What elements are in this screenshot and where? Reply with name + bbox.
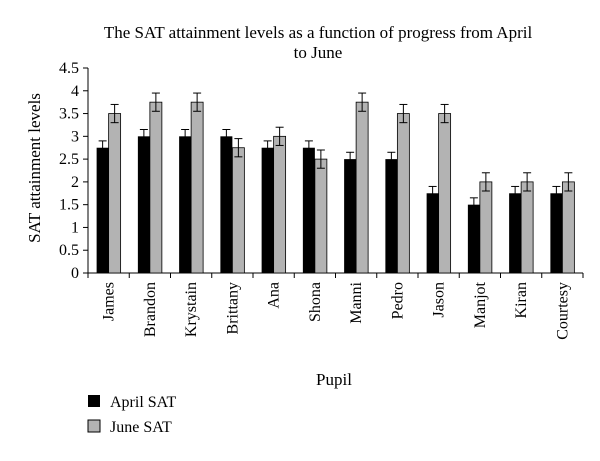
legend-swatch-april-sat: [88, 395, 100, 407]
legend: April SAT June SAT: [87, 394, 176, 436]
error-bar: [481, 172, 490, 192]
bar-0-brittany: [220, 136, 233, 273]
y-tick-label: 2: [71, 174, 79, 191]
bar-0-ana: [261, 147, 274, 273]
x-axis-label: Pupil: [316, 370, 352, 389]
error-bar: [552, 185, 561, 201]
bar-1-james: [108, 113, 122, 274]
y-tick-label: 4: [71, 83, 79, 100]
bar-1-kiran: [520, 181, 534, 274]
error-bar: [440, 103, 449, 124]
category-label: Pedro: [389, 282, 406, 319]
bar-0-manjot: [467, 204, 480, 273]
bars-group: [96, 101, 575, 274]
y-tick-label: 3.5: [59, 106, 79, 123]
bar-0-krystain: [179, 136, 192, 273]
bar-1-manjot: [479, 181, 493, 274]
bar-0-manni: [344, 159, 357, 273]
bar-1-krystain: [190, 101, 204, 274]
y-tick-label: 0: [71, 265, 79, 282]
legend-label-june-sat: June SAT: [110, 419, 172, 436]
bar-0-jason: [426, 193, 439, 273]
error-bar: [275, 126, 284, 146]
y-tick-label: 0.5: [59, 242, 79, 259]
bar-1-brandon: [149, 101, 163, 274]
bar-1-brittany: [231, 147, 245, 274]
legend-label-april-sat: April SAT: [110, 394, 176, 411]
error-bar: [316, 149, 325, 169]
error-bar: [304, 140, 313, 156]
error-bar: [151, 92, 160, 112]
category-label: Brittany: [224, 282, 241, 334]
y-axis: 0 0.5 1 1.5 2 2.5 3 3.5 4 4.5: [59, 60, 89, 282]
category-label: Brandon: [142, 282, 159, 337]
bar-1-jason: [438, 113, 452, 274]
category-label: Jason: [431, 282, 448, 318]
chart-title-line-2: to June: [294, 43, 343, 62]
bar-1-manni: [355, 101, 369, 274]
error-bar: [511, 185, 520, 201]
error-bar: [469, 197, 478, 212]
error-bar: [193, 92, 202, 112]
bar-0-courtesy: [550, 193, 563, 273]
bar-0-brandon: [137, 136, 150, 273]
error-bar: [564, 172, 573, 192]
error-bar: [523, 172, 532, 192]
y-tick-label: 2.5: [59, 151, 79, 168]
error-bar: [110, 103, 119, 124]
category-label: Manni: [348, 281, 365, 323]
category-label: Shona: [307, 282, 324, 322]
y-axis-label: SAT attainment levels: [25, 93, 44, 243]
error-bar: [358, 92, 367, 112]
bar-0-pedro: [385, 159, 398, 273]
bar-0-kiran: [509, 193, 522, 273]
error-bar: [98, 140, 107, 156]
y-tick-label: 4.5: [59, 60, 79, 77]
error-bar: [399, 103, 408, 124]
error-bar: [428, 185, 437, 201]
bar-0-shona: [302, 147, 315, 273]
error-bar: [234, 138, 243, 158]
error-bar: [387, 151, 396, 167]
error-bar: [346, 151, 355, 167]
bar-1-shona: [314, 158, 328, 274]
bar-0-james: [96, 147, 109, 273]
category-label: Krystain: [183, 282, 200, 337]
error-bar: [222, 129, 231, 144]
error-bars-group: [98, 92, 573, 212]
category-label: Manjot: [472, 281, 489, 328]
category-label: Ana: [266, 282, 283, 309]
x-axis: James Brandon Krystain Brittany Ana Shona Mann…: [87, 272, 584, 340]
y-tick-label: 1: [71, 219, 79, 236]
y-tick-label: 1.5: [59, 197, 79, 214]
bar-1-pedro: [396, 113, 410, 274]
category-label: Courtesy: [554, 282, 571, 340]
bar-1-ana: [273, 135, 287, 274]
chart-title-line-1: The SAT attainment levels as a function …: [104, 23, 533, 42]
category-label: Kiran: [513, 282, 530, 318]
bar-1-courtesy: [561, 181, 575, 274]
legend-swatch-june-sat: [87, 419, 101, 433]
y-tick-label: 3: [71, 128, 79, 145]
category-label: James: [101, 282, 118, 321]
error-bar: [263, 140, 272, 156]
error-bar: [181, 129, 190, 144]
error-bar: [139, 129, 148, 144]
